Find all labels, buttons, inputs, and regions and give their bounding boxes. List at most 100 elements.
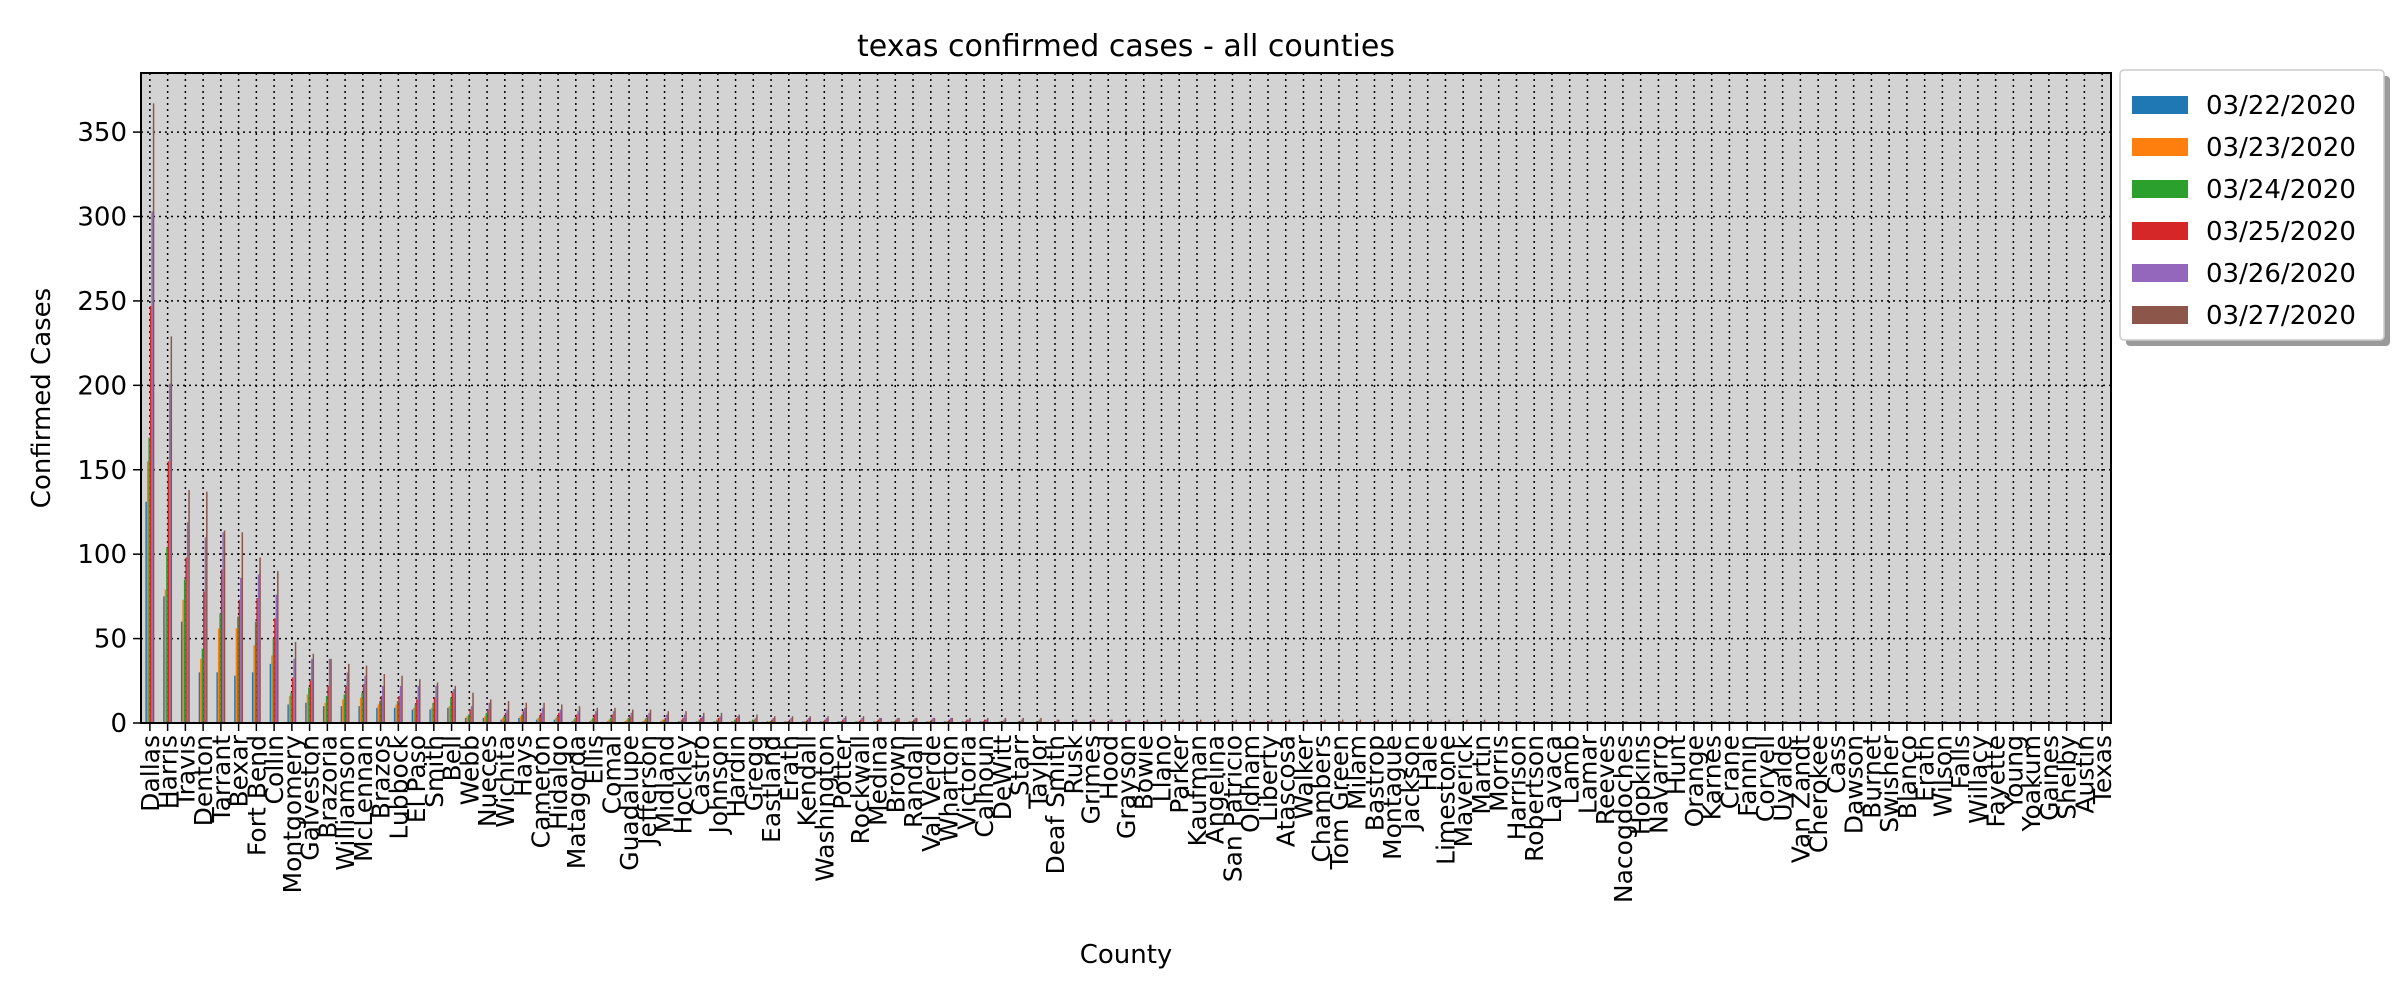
bar — [1217, 719, 1220, 723]
bar — [185, 557, 187, 723]
bar — [788, 719, 791, 723]
x-tick-label: Bexar — [225, 734, 254, 807]
x-tick-label: Blanco — [1893, 735, 1922, 819]
legend-label: 03/27/2020 — [2206, 301, 2356, 331]
bar — [558, 712, 560, 723]
x-tick-label: Val Verde — [917, 735, 946, 852]
x-tick-label: Hays — [509, 735, 538, 797]
bar — [365, 665, 368, 723]
bar — [933, 717, 936, 723]
x-tick-label: Walker — [1289, 734, 1318, 819]
bar — [322, 706, 325, 723]
bar — [540, 712, 542, 723]
legend-swatch — [2132, 222, 2188, 240]
x-tick-label: Bowie — [1130, 735, 1159, 810]
x-tick-label: Oldham — [1236, 735, 1265, 833]
x-tick-label: Navarro — [1644, 735, 1673, 834]
x-tick-label: Cherokee — [1804, 735, 1833, 853]
bar — [824, 719, 826, 723]
bar — [432, 702, 434, 723]
bar — [324, 702, 326, 723]
bar — [967, 719, 970, 723]
bar — [342, 699, 344, 723]
bar — [382, 685, 384, 723]
x-tick-label: Brown — [881, 735, 910, 813]
bar — [257, 574, 260, 723]
bar — [525, 702, 528, 723]
x-tick-label: Reeves — [1591, 735, 1620, 825]
bar — [774, 716, 776, 723]
x-tick-label: Johnson — [704, 735, 733, 836]
bar — [1288, 719, 1291, 723]
x-tick-label: Potter — [828, 734, 857, 809]
bar — [183, 579, 186, 723]
x-tick-label: Hardin — [722, 735, 751, 818]
x-tick-label: Victoria — [952, 735, 981, 830]
bar — [472, 692, 474, 723]
bar — [346, 672, 349, 723]
bar — [1074, 719, 1076, 723]
bar — [430, 707, 433, 723]
bar — [986, 717, 989, 723]
bar — [680, 719, 683, 723]
bar — [626, 719, 628, 723]
bar — [447, 707, 449, 723]
bar — [311, 658, 313, 723]
bar — [950, 717, 952, 723]
bar — [627, 717, 630, 723]
y-tick-label: 200 — [77, 371, 127, 401]
x-tick-label: Martin — [1467, 735, 1496, 815]
bar — [720, 712, 723, 723]
x-tick-label: Williamson — [331, 735, 360, 871]
bar — [364, 675, 366, 723]
bar — [288, 695, 291, 723]
bar — [771, 719, 773, 723]
bar — [519, 716, 522, 723]
bar — [340, 706, 343, 723]
legend-swatch — [2132, 96, 2188, 114]
bar — [645, 717, 647, 723]
bar — [809, 716, 811, 723]
x-tick-label: Hockley — [668, 735, 697, 835]
bar — [1359, 719, 1362, 723]
x-tick-label: Montague — [1378, 735, 1407, 860]
x-tick-label: Lamb — [1556, 735, 1585, 804]
bar — [467, 714, 470, 723]
bar — [751, 719, 754, 723]
bar — [358, 706, 360, 723]
bar — [843, 717, 845, 723]
bar — [772, 717, 775, 723]
bar — [203, 591, 205, 723]
bar — [470, 706, 473, 723]
bar — [411, 709, 414, 723]
bar — [448, 706, 451, 723]
bar — [648, 712, 650, 723]
x-tick-label: San Patricio — [1218, 735, 1247, 882]
bar — [661, 719, 664, 723]
bar — [217, 628, 220, 723]
x-tick-label: Angelina — [1201, 735, 1230, 844]
bar — [148, 437, 150, 723]
bar — [1075, 719, 1078, 723]
bar — [485, 712, 488, 723]
bar — [327, 685, 329, 723]
x-tick-label: DeWitt — [988, 735, 1017, 821]
bar — [643, 719, 646, 723]
bar — [170, 336, 173, 723]
bar — [753, 719, 755, 723]
x-axis-label: County — [1080, 940, 1173, 970]
legend-swatch — [2132, 264, 2188, 282]
bar — [417, 685, 420, 723]
x-tick-label: Eastland — [757, 735, 786, 843]
bar — [1395, 719, 1397, 723]
bar — [395, 704, 397, 723]
bar — [398, 695, 400, 723]
bar — [537, 717, 539, 723]
bar — [450, 697, 452, 723]
bar — [504, 712, 507, 723]
x-tick-label: El Paso — [402, 735, 431, 823]
x-tick-label: Parker — [1165, 734, 1194, 814]
bar — [629, 716, 631, 723]
x-tick-label: Dawson — [1840, 735, 1869, 834]
bar — [553, 719, 556, 723]
